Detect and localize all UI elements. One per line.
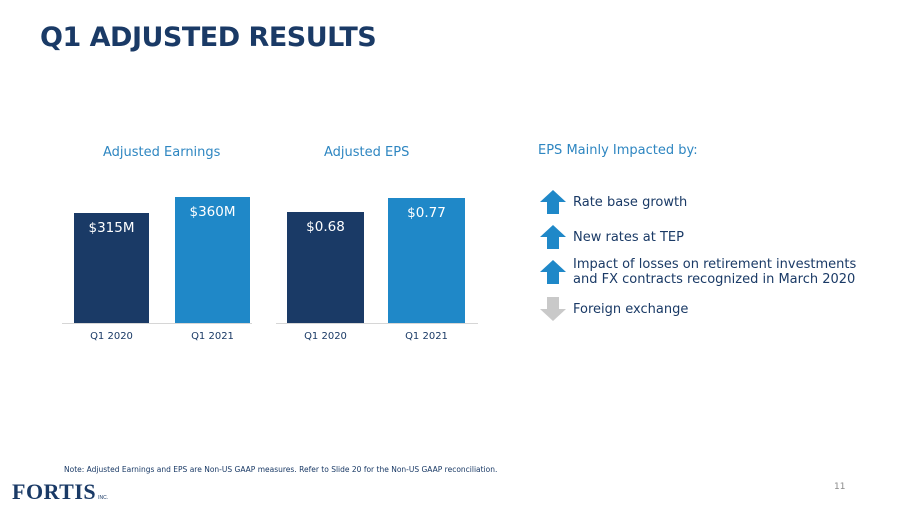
bar-eps-q1-2021 <box>388 197 465 323</box>
fortis-logo: FORTIS INC. <box>12 481 108 503</box>
logo-suffix: INC. <box>98 495 109 501</box>
arrow-up-icon <box>540 190 566 214</box>
impact-text: Impact of losses on retirement investmen… <box>573 257 857 287</box>
impact-item-new-rates-tep: New rates at TEP <box>540 225 684 249</box>
impact-item-foreign-exchange: Foreign exchange <box>540 297 688 321</box>
category-label-earnings-q1-2021: Q1 2021 <box>191 331 234 342</box>
impact-text: Rate base growth <box>573 194 688 210</box>
bar-label-earnings-q1-2020: $315M <box>88 219 135 236</box>
impacts-title: EPS Mainly Impacted by: <box>538 143 698 158</box>
chart-baseline <box>276 323 478 324</box>
bar-earnings-q1-2020 <box>74 212 149 323</box>
impact-text: Foreign exchange <box>573 301 689 317</box>
chart-title-adjusted-earnings: Adjusted Earnings <box>103 145 221 160</box>
bar-label-eps-q1-2021: $0.77 <box>407 204 446 221</box>
slide-title: Q1 ADJUSTED RESULTS <box>40 22 377 53</box>
arrow-up-icon <box>540 225 566 249</box>
arrow-up-icon <box>540 260 566 284</box>
bar-earnings-q1-2021 <box>175 197 250 323</box>
arrow-down-icon <box>540 297 566 321</box>
logo-text: FORTIS <box>12 479 97 504</box>
page-number: 11 <box>834 482 846 492</box>
category-label-eps-q1-2021: Q1 2021 <box>405 331 448 342</box>
footnote: Note: Adjusted Earnings and EPS are Non-… <box>64 465 498 474</box>
category-label-earnings-q1-2020: Q1 2020 <box>90 331 133 342</box>
category-label-eps-q1-2020: Q1 2020 <box>304 331 347 342</box>
impact-text: New rates at TEP <box>573 229 684 245</box>
impact-item-rate-base-growth: Rate base growth <box>540 190 687 214</box>
impact-item-retirement-fx-losses: Impact of losses on retirement investmen… <box>540 257 856 287</box>
chart-title-adjusted-eps: Adjusted EPS <box>324 145 410 160</box>
chart-baseline <box>62 323 252 324</box>
bar-eps-q1-2020 <box>287 212 364 323</box>
bar-label-eps-q1-2020: $0.68 <box>306 219 345 236</box>
bar-label-earnings-q1-2021: $360M <box>189 204 236 220</box>
